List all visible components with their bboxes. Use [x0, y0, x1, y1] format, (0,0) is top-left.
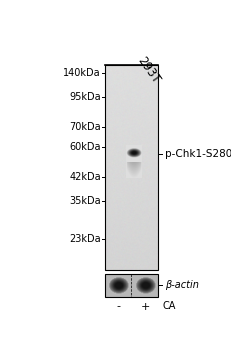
- Text: +: +: [140, 302, 149, 312]
- Bar: [104, 274, 158, 297]
- Text: 35kDa: 35kDa: [69, 196, 100, 206]
- Bar: [104, 65, 158, 270]
- Bar: [104, 274, 158, 297]
- Text: β-actin: β-actin: [164, 280, 198, 290]
- Text: 293T: 293T: [134, 54, 161, 86]
- Text: -: -: [116, 302, 119, 312]
- Text: 70kDa: 70kDa: [69, 122, 100, 132]
- Text: 95kDa: 95kDa: [69, 92, 100, 102]
- Text: 140kDa: 140kDa: [63, 68, 100, 78]
- Text: 60kDa: 60kDa: [69, 141, 100, 152]
- Text: 23kDa: 23kDa: [69, 234, 100, 244]
- Text: CA: CA: [161, 301, 175, 312]
- Text: p-Chk1-S280: p-Chk1-S280: [164, 149, 231, 159]
- Text: 42kDa: 42kDa: [69, 172, 100, 182]
